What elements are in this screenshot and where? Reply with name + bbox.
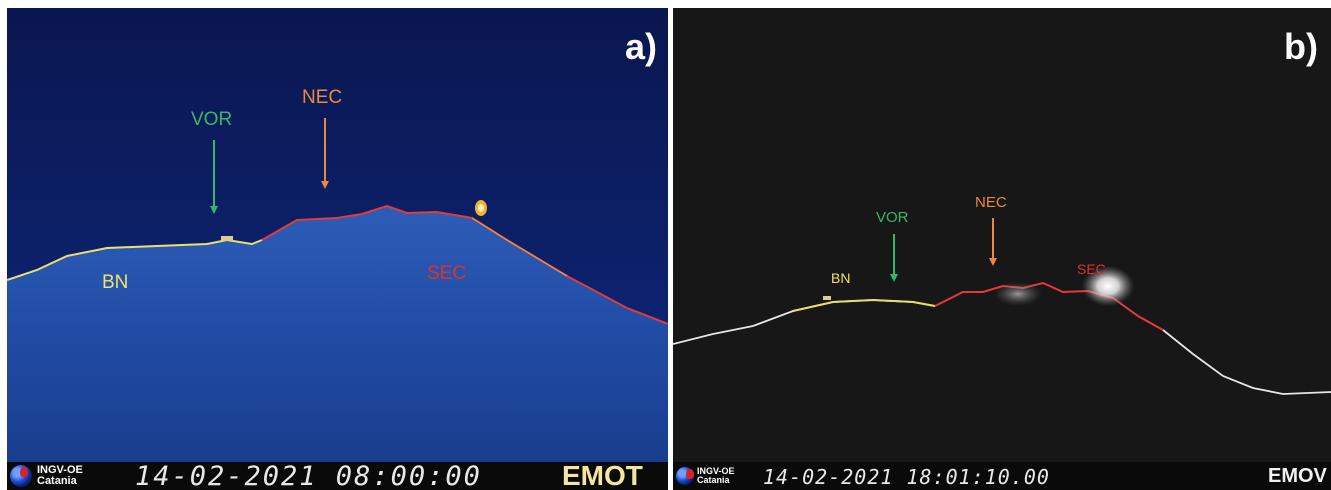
nec-label: NEC xyxy=(302,87,343,108)
sec-outline xyxy=(261,204,668,325)
eruption-glow xyxy=(1082,266,1134,306)
camera-footer: INGV-OE Catania 14-02-2021 18:01:10.00 E… xyxy=(673,462,1331,490)
vor-label: VOR xyxy=(191,109,233,130)
night-volcano-scene xyxy=(673,8,1331,490)
org-city: Catania xyxy=(37,475,77,487)
bn-outline xyxy=(792,298,936,312)
panel-label: a) xyxy=(625,26,658,67)
ridge-right-outline xyxy=(1162,329,1331,395)
bn-label: BN xyxy=(102,272,129,293)
thermal-image-panel: a) VOR NEC BN SEC INGV-OE Catania 14-02-… xyxy=(7,8,668,490)
bn-label: BN xyxy=(831,270,851,286)
panel-label: b) xyxy=(1284,26,1318,67)
visible-image-panel: b) VOR NEC BN SEC INGV-OE Catania 14-02-… xyxy=(673,8,1331,490)
bn-outline xyxy=(7,238,263,281)
ingv-logo-icon xyxy=(676,467,694,485)
org-city: Catania xyxy=(697,475,730,485)
timestamp: 14-02-2021 08:00:00 xyxy=(135,461,482,490)
volcano-silhouette xyxy=(7,206,668,490)
thermal-volcano-scene xyxy=(7,8,668,490)
vor-label: VOR xyxy=(876,209,909,226)
timestamp: 14-02-2021 18:01:10.00 xyxy=(763,465,1050,489)
nec-label: NEC xyxy=(975,194,1007,211)
ingv-logo-icon xyxy=(10,465,32,487)
sec-label: SEC xyxy=(1077,261,1106,277)
camera-footer: INGV-OE Catania 14-02-2021 08:00:00 EMOT xyxy=(7,460,668,490)
org-name: INGV-OE xyxy=(697,466,735,476)
camera-id: EMOT xyxy=(562,460,643,490)
sec-outline xyxy=(934,281,1164,331)
org-name: INGV-OE xyxy=(37,464,83,476)
sec-label: SEC xyxy=(427,263,467,284)
camera-id: EMOV xyxy=(1268,465,1327,487)
